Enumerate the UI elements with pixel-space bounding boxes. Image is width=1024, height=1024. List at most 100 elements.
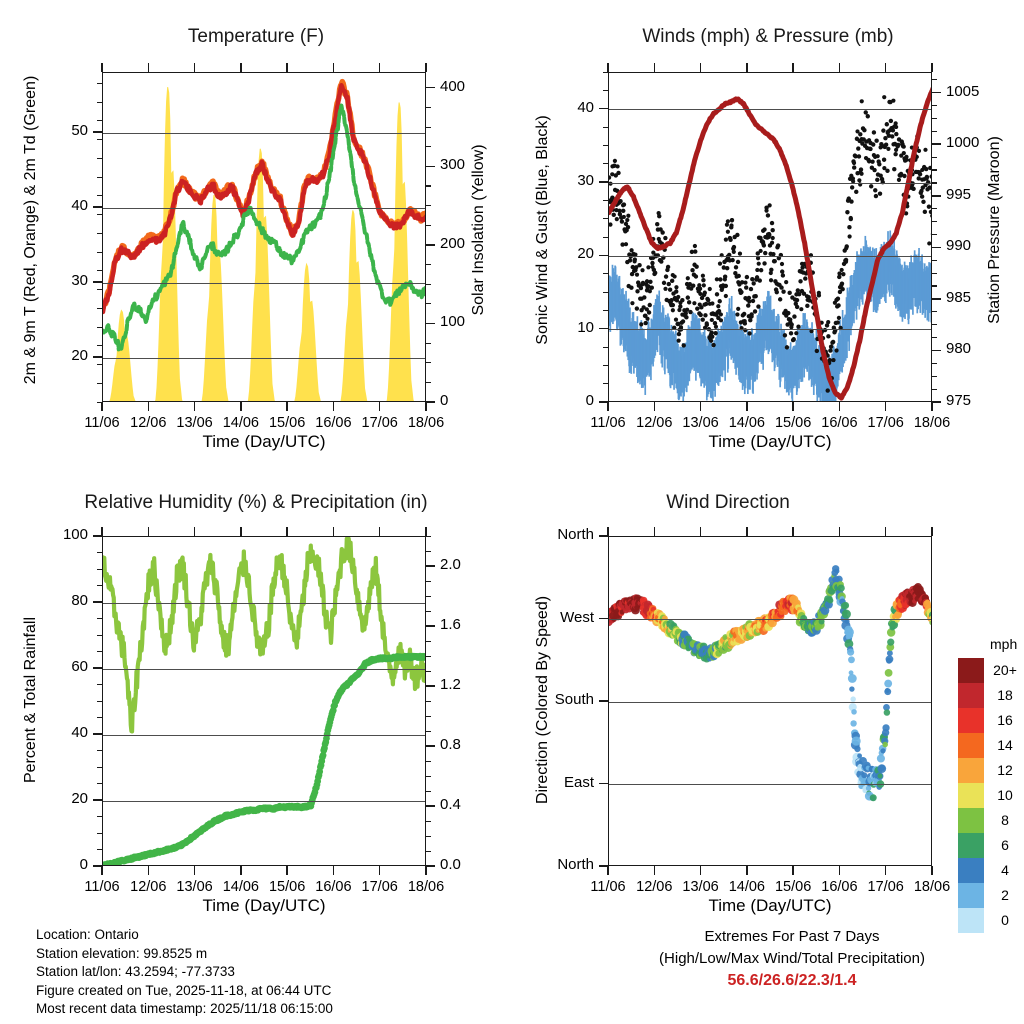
gust-sample bbox=[826, 320, 831, 325]
panel-temperature: Temperature (F) 2m & 9m T (Red, Orange) … bbox=[0, 0, 512, 470]
gust-sample bbox=[883, 135, 888, 141]
x-tick-top-dir-6 bbox=[884, 527, 887, 536]
y-minor-tick-hum bbox=[97, 750, 102, 752]
gust-sample bbox=[713, 324, 719, 329]
y2-minor-tick-wind bbox=[932, 221, 937, 223]
y2-minor-tick-hum bbox=[426, 790, 431, 792]
x-tick-hum-3 bbox=[240, 866, 242, 875]
y-minor-tick-hum bbox=[97, 568, 102, 570]
gust-sample bbox=[676, 331, 682, 337]
gust-sample bbox=[647, 289, 652, 294]
gust-sample bbox=[718, 277, 723, 282]
gust-sample bbox=[753, 293, 758, 299]
gust-sample bbox=[843, 259, 849, 264]
y2-minor-tick-hum bbox=[426, 730, 431, 732]
x-tick-hum-2 bbox=[193, 866, 196, 875]
wind-direction-point bbox=[834, 568, 840, 574]
x-tick-label-hum-3: 14/06 bbox=[222, 879, 259, 895]
gust-sample bbox=[835, 296, 841, 301]
gust-sample bbox=[841, 271, 846, 277]
gust-sample bbox=[684, 315, 689, 320]
wind-direction-point bbox=[861, 772, 868, 779]
metadata-recent-timestamp: Most recent data timestamp: 2025/11/18 0… bbox=[36, 1001, 333, 1016]
gust-sample bbox=[762, 261, 767, 266]
gust-sample bbox=[854, 189, 859, 195]
y-tick-label-hum-4: 80 bbox=[71, 592, 88, 609]
sonic-wind-sample bbox=[845, 314, 847, 358]
gust-sample bbox=[868, 146, 873, 152]
y-minor-tick-wind bbox=[603, 108, 608, 110]
wind-direction-point bbox=[885, 655, 894, 664]
gust-sample bbox=[871, 142, 876, 147]
gust-sample bbox=[744, 274, 750, 280]
gust-sample bbox=[733, 265, 739, 270]
sonic-wind-sample bbox=[695, 335, 697, 381]
gust-sample bbox=[755, 251, 760, 256]
y2-tick-label-temp-3: 300 bbox=[440, 156, 466, 174]
x-tick-hum-6 bbox=[378, 866, 381, 875]
sonic-wind-sample bbox=[687, 345, 689, 386]
extremes-heading: Extremes For Past 7 Days bbox=[704, 928, 880, 945]
wind-direction-point bbox=[850, 720, 857, 727]
gust-sample bbox=[848, 215, 853, 221]
y2-minor-tick-hum bbox=[426, 670, 431, 672]
gust-sample bbox=[904, 211, 909, 216]
gust-sample bbox=[927, 241, 931, 246]
y2-minor-tick-wind bbox=[932, 79, 937, 81]
gust-sample bbox=[640, 268, 645, 273]
gust-sample bbox=[769, 240, 775, 245]
gust-sample bbox=[751, 281, 756, 286]
y2-minor-tick-wind bbox=[932, 182, 937, 184]
y2-minor-tick-wind bbox=[932, 337, 937, 339]
solar-insolation-spike bbox=[294, 262, 321, 401]
gust-sample bbox=[619, 219, 625, 224]
gust-sample bbox=[795, 288, 801, 293]
y-tick-label-temp-3: 50 bbox=[71, 122, 88, 139]
x-tick-label-hum-0: 11/06 bbox=[84, 879, 120, 895]
gust-sample bbox=[873, 188, 878, 193]
y2-minor-tick-wind bbox=[932, 143, 937, 145]
gust-sample bbox=[828, 348, 833, 353]
plot-area-humidity bbox=[102, 536, 426, 866]
gust-sample bbox=[685, 307, 690, 312]
gust-sample bbox=[865, 114, 870, 119]
gust-sample bbox=[712, 321, 718, 326]
gust-sample bbox=[641, 305, 646, 310]
y2-tick-label-wind-1: 980 bbox=[946, 340, 972, 358]
panel-title-humidity: Relative Humidity (%) & Precipitation (i… bbox=[84, 492, 428, 513]
wind-direction-point bbox=[857, 753, 863, 759]
gust-sample bbox=[750, 276, 755, 282]
wind-direction-point bbox=[835, 575, 843, 583]
plot-area-wind-direction bbox=[608, 536, 932, 866]
colorbar-label-12: 12 bbox=[997, 762, 1013, 778]
y-minor-tick-wind bbox=[603, 163, 608, 165]
x-tick-temp-1 bbox=[147, 402, 150, 411]
gust-sample bbox=[701, 283, 706, 288]
colorbar-swatch-14 bbox=[958, 733, 984, 758]
gust-sample bbox=[870, 159, 875, 164]
gust-sample bbox=[714, 277, 719, 282]
extremes-summary: Extremes For Past 7 Days (High/Low/Max W… bbox=[560, 926, 1024, 992]
gust-sample bbox=[928, 165, 931, 171]
x-tick-label-wind-6: 17/06 bbox=[867, 415, 904, 431]
gust-sample bbox=[680, 298, 685, 303]
gust-sample bbox=[705, 297, 711, 303]
gust-sample bbox=[736, 273, 741, 279]
y-minor-tick-wind bbox=[603, 89, 608, 92]
solar-insolation-spike bbox=[201, 194, 229, 401]
wind-direction-point bbox=[884, 688, 892, 696]
gust-sample bbox=[770, 235, 775, 241]
gust-sample bbox=[674, 298, 680, 303]
gust-sample bbox=[844, 246, 849, 251]
y-tick-dir-4 bbox=[599, 535, 608, 537]
gridline-wind-2 bbox=[609, 255, 931, 257]
gust-sample bbox=[694, 264, 699, 269]
y-tick-label-hum-3: 60 bbox=[71, 658, 88, 675]
gust-sample bbox=[930, 214, 931, 218]
y2-minor-tick-hum bbox=[426, 565, 431, 567]
gust-sample bbox=[625, 224, 631, 230]
y2-tick-label-hum-2: 0.8 bbox=[440, 736, 461, 753]
y-tick-label-temp-1: 30 bbox=[71, 272, 88, 289]
gust-sample bbox=[834, 348, 839, 353]
colorbar-swatch-18 bbox=[958, 683, 984, 708]
